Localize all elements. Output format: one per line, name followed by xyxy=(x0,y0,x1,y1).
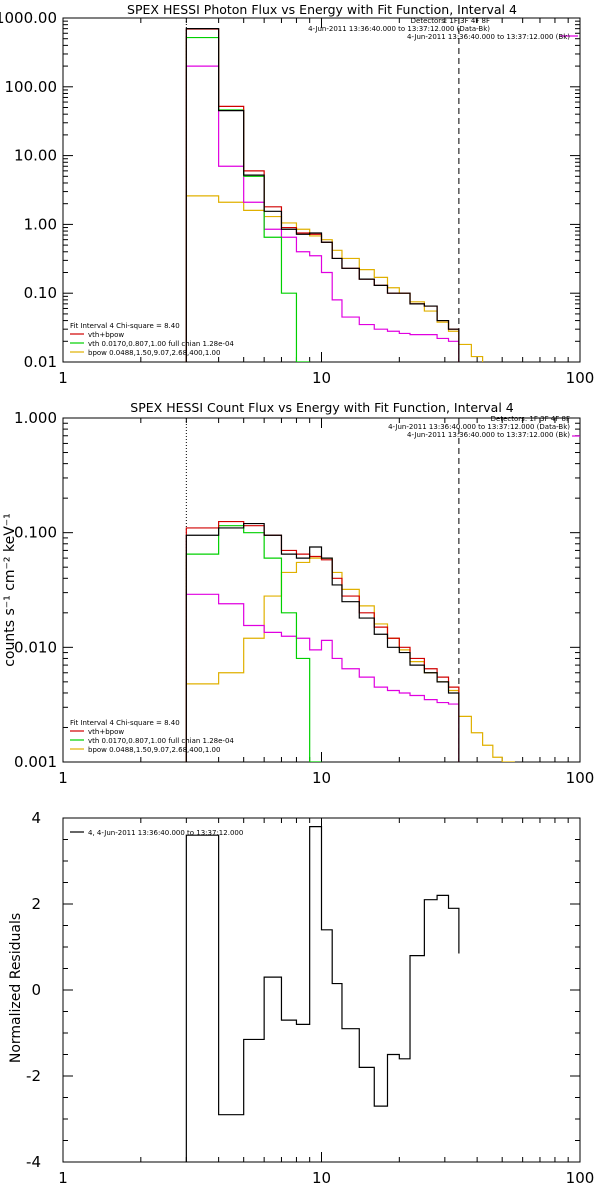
photon-y-tick-label: 1.00 xyxy=(24,215,57,233)
count-x-tick-label: 1 xyxy=(58,769,68,787)
photon-x-tick-label: 1 xyxy=(58,369,68,387)
count-legend-line-1: Fit Interval 4 Chi-square = 8.40 xyxy=(70,719,180,727)
photon-series-1-histogram xyxy=(185,28,460,362)
residual-y-tick-label: -2 xyxy=(26,1067,41,1085)
photon-flux-title: SPEX HESSI Photon Flux vs Energy with Fi… xyxy=(127,2,517,17)
photon-x-tick-label: 10 xyxy=(312,369,331,387)
photon-series-3-histogram xyxy=(185,195,484,362)
count-x-tick-label: 10 xyxy=(312,769,331,787)
count-flux-plot-area: 1 10 100 1.000 0.100 0.010 0.001 xyxy=(14,409,594,787)
count-flux-title: SPEX HESSI Count Flux vs Energy with Fit… xyxy=(130,400,513,415)
residuals-panel: 1 10 100 4 2 0 -2 -4 4, 4-Jun-2011 13:36:40.000… xyxy=(8,809,594,1187)
count-y-tick-label: 0.100 xyxy=(14,524,57,542)
photon-series-0-histogram xyxy=(185,28,460,362)
count-header-line-2: 4-Jun-2011 13:36:40.000 to 13:37:12.000 … xyxy=(388,423,570,431)
count-header-line-3: 4-Jun-2011 13:36:40.000 to 13:37:12.000 … xyxy=(407,431,570,439)
photon-legend-line-4: bpow 0.0488,1.50,9.07,2.68,400,1.00 xyxy=(88,349,220,357)
photon-header-line-1: Detectors: 1F 3F 4F 8F xyxy=(411,17,490,25)
photon-legend-line-3: vth 0.0170,0.807,1.00 full chian 1.28e-0… xyxy=(88,340,234,348)
residual-y-tick-label: -4 xyxy=(26,1153,41,1171)
count-series-0-histogram xyxy=(185,522,460,762)
residual-x-tick-label: 10 xyxy=(312,1169,331,1187)
photon-series-2-histogram xyxy=(185,36,310,362)
photon-flux-panel: SPEX HESSI Photon Flux vs Energy with Fi… xyxy=(0,2,594,387)
photon-y-tick-label: 1000.00 xyxy=(0,9,57,27)
count-y-tick-label: 1.000 xyxy=(14,409,57,427)
residual-y-tick-label: 4 xyxy=(31,809,41,827)
residual-x-tick-label: 1 xyxy=(58,1169,68,1187)
photon-y-tick-label: 0.10 xyxy=(24,284,57,302)
photon-legend-line-2: vth+bpow xyxy=(88,331,124,339)
residual-x-tick-label: 100 xyxy=(566,1169,595,1187)
residuals-y-axis-label: Normalized Residuals xyxy=(8,913,24,1063)
residual-series-0-histogram xyxy=(185,826,460,1162)
photon-x-tick-label: 100 xyxy=(566,369,595,387)
residual-y-tick-label: 2 xyxy=(31,895,41,913)
count-plot-frame xyxy=(62,417,581,763)
count-legend-line-3: vth 0.0170,0.807,1.00 full chian 1.28e-0… xyxy=(88,737,234,745)
photon-y-tick-label: 10.00 xyxy=(14,147,57,165)
count-x-tick-label: 100 xyxy=(566,769,595,787)
count-legend-line-2: vth+bpow xyxy=(88,728,124,736)
count-flux-y-axis-label: counts s⁻¹ cm⁻² keV⁻¹ xyxy=(2,513,18,667)
photon-legend-line-1: Fit Interval 4 Chi-square = 8.40 xyxy=(70,322,180,330)
count-y-tick-label: 0.001 xyxy=(14,753,57,771)
photon-plot-frame xyxy=(62,17,581,363)
residual-y-tick-label: 0 xyxy=(31,981,41,999)
count-header-line-1: Detectors: 1F 3F 4F 8F xyxy=(491,415,570,423)
count-series-2-histogram xyxy=(185,525,322,762)
photon-header-line-2: 4-Jun-2011 13:36:40.000 to 13:37:12.000 … xyxy=(308,25,490,33)
photon-y-tick-label: 0.01 xyxy=(24,353,57,371)
residuals-legend-line: 4, 4-Jun-2011 13:36:40.000 to 13:37:12.0… xyxy=(88,829,243,837)
photon-flux-plot-area: 1 10 100 1000.00 100.00 10.00 1.00 0.10 0.01 xyxy=(0,9,594,387)
photon-y-tick-label: 100.00 xyxy=(5,78,58,96)
count-series-3-histogram xyxy=(185,557,515,762)
photon-header-line-3: 4-Jun-2011 13:36:40.000 to 13:37:12.000 … xyxy=(407,33,570,41)
count-series-4-histogram xyxy=(185,593,460,762)
residuals-plot-area: 1 10 100 4 2 0 -2 -4 xyxy=(26,809,594,1187)
count-legend-line-4: bpow 0.0488,1.50,9.07,2.68,400,1.00 xyxy=(88,746,220,754)
count-y-tick-label: 0.010 xyxy=(14,638,57,656)
count-flux-panel: SPEX HESSI Count Flux vs Energy with Fit… xyxy=(2,400,594,787)
